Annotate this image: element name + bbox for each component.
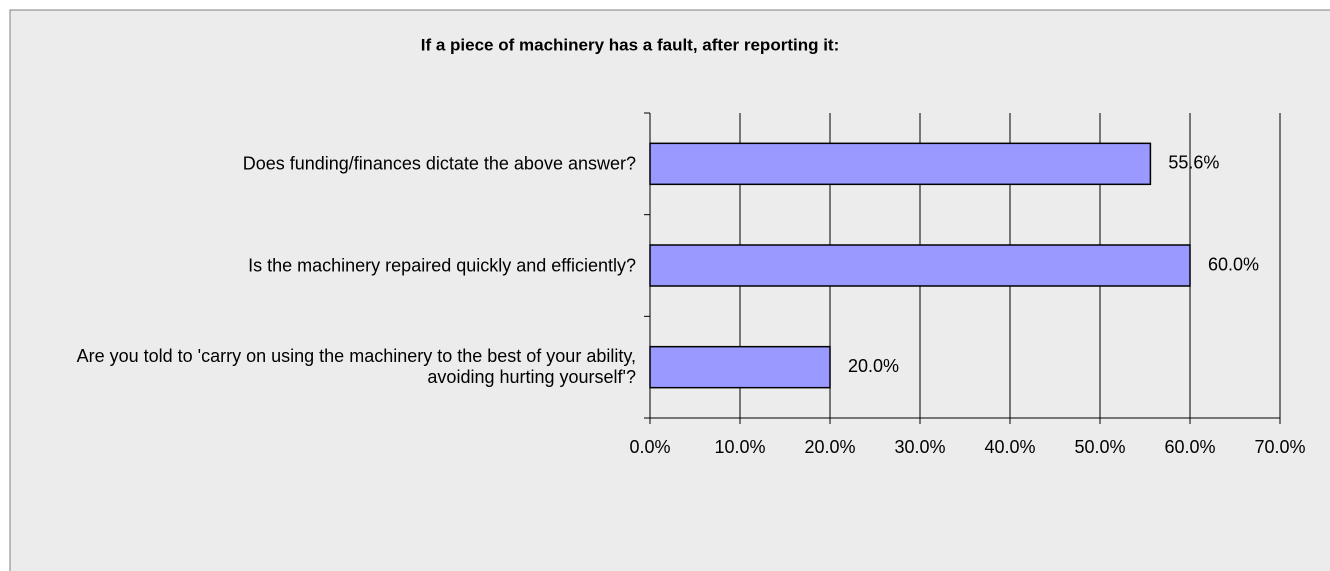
value-label: 20.0% (848, 356, 899, 376)
x-tick-label: 30.0% (894, 437, 945, 457)
x-tick-label: 10.0% (714, 437, 765, 457)
chart-title: If a piece of machinery has a fault, aft… (421, 35, 839, 54)
category-label: Are you told to 'carry on using the mach… (76, 346, 636, 388)
value-label: 55.6% (1168, 153, 1219, 173)
chart-frame (9, 9, 1330, 571)
category-label: Is the machinery repaired quickly and ef… (248, 255, 636, 275)
category-label: Does funding/finances dictate the above … (242, 153, 636, 174)
x-tick-label: 0.0% (629, 437, 670, 457)
x-tick-label: 20.0% (804, 437, 855, 457)
x-tick-label: 50.0% (1074, 437, 1125, 457)
x-tick-label: 60.0% (1164, 437, 1215, 457)
bar (649, 142, 1152, 186)
value-label: 60.0% (1208, 254, 1259, 274)
bar (649, 345, 831, 389)
x-tick-label: 70.0% (1254, 437, 1305, 457)
bar (649, 244, 1191, 287)
x-tick-label: 40.0% (984, 437, 1035, 457)
